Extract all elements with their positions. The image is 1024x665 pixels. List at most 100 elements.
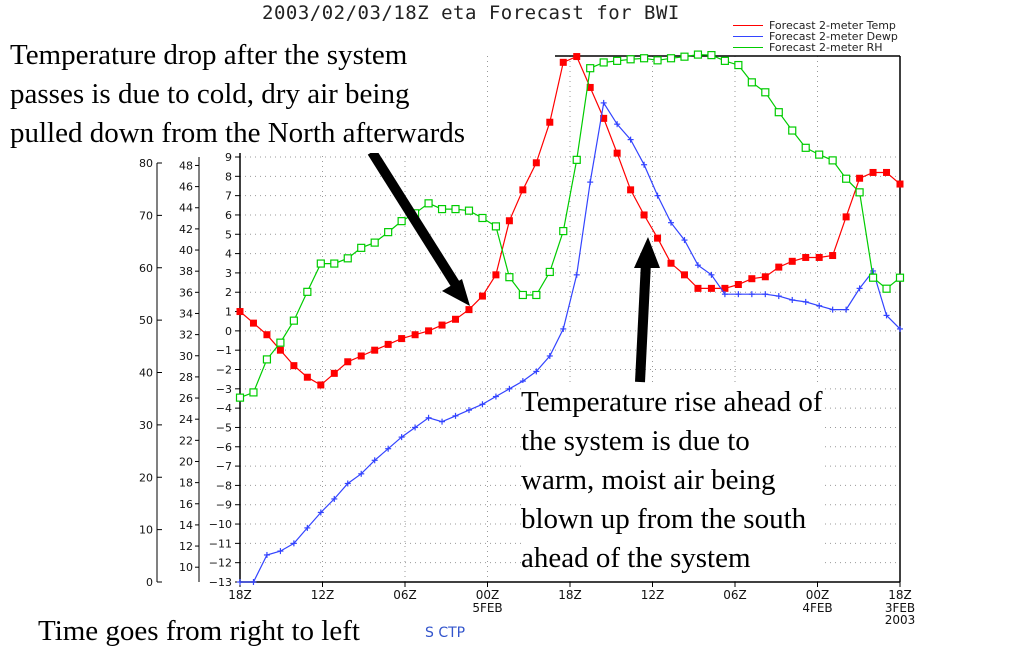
rh-point	[357, 243, 366, 252]
temp-point	[236, 308, 244, 316]
rh-tick-label: 10	[139, 524, 153, 537]
fahrenheit-tick-label: 30	[179, 350, 193, 363]
fahrenheit-tick-label: 42	[179, 223, 193, 236]
temp-point	[896, 180, 904, 188]
dewp-point	[317, 509, 324, 516]
dewp-point	[304, 524, 311, 531]
dewp-point	[506, 385, 513, 392]
rh-point	[734, 60, 743, 70]
rh-point	[316, 259, 325, 268]
rh-point	[815, 150, 824, 159]
rh-point	[384, 228, 393, 237]
dewp-point	[385, 445, 392, 452]
rh-point	[330, 259, 339, 268]
grid	[239, 56, 901, 583]
dewp-point	[721, 291, 728, 298]
rh-point	[882, 284, 891, 293]
x-tick-label: 00Z	[806, 588, 830, 602]
annotation-temperature-rise: Temperature rise ahead of the system is …	[521, 383, 823, 578]
dewp-point	[465, 407, 472, 414]
rh-point	[639, 54, 649, 63]
temp-point	[694, 284, 702, 292]
celsius-tick-label: 7	[225, 190, 232, 203]
fahrenheit-tick-label: 32	[179, 329, 193, 342]
dewp-point	[331, 495, 338, 502]
arrow-shaft-left	[367, 149, 464, 293]
rh-point	[693, 50, 703, 59]
fahrenheit-tick-label: 40	[179, 244, 193, 257]
legend-label-temp: Forecast 2-meter Temp	[769, 19, 896, 32]
temp-point	[802, 253, 810, 261]
fahrenheit-tick-label: 24	[179, 413, 193, 426]
celsius-tick-label: 5	[225, 228, 232, 241]
temp-point	[330, 369, 338, 377]
annotation-line: Temperature rise ahead of	[521, 386, 823, 418]
celsius-tick-label: −5	[216, 421, 232, 434]
time-direction-note: Time goes from right to left	[38, 615, 360, 647]
rh-point	[478, 213, 487, 223]
rh-point	[491, 222, 501, 231]
celsius-tick-label: 0	[225, 325, 232, 338]
rh-tick-label: 0	[146, 576, 153, 589]
dewp-point	[762, 291, 769, 298]
dewp-point	[237, 579, 243, 585]
dewp-point	[681, 237, 688, 244]
dewp-point	[533, 368, 540, 375]
x-tick-label: 12Z	[641, 588, 665, 602]
celsius-tick-label: −6	[216, 441, 232, 454]
annotation-line: warm, moist air being	[521, 464, 776, 496]
celsius-tick-label: 8	[225, 170, 232, 183]
rh-point	[545, 267, 554, 277]
celsius-tick-label: −9	[216, 499, 232, 512]
temp-point	[532, 159, 540, 167]
x-tick-sublabel: 2003	[885, 613, 916, 627]
dewp-point	[600, 99, 607, 106]
temp-point	[465, 306, 473, 314]
temp-point	[519, 186, 527, 194]
dewp-point	[897, 325, 903, 332]
dewp-point	[775, 293, 782, 300]
temp-point	[573, 53, 581, 61]
temp-point	[452, 315, 460, 323]
dewp-point	[398, 434, 405, 441]
celsius-tick-label: −13	[209, 576, 232, 589]
temp-point	[438, 321, 446, 329]
celsius-tick-label: 9	[225, 151, 232, 164]
temp-point	[842, 213, 850, 221]
rh-point	[747, 78, 756, 87]
series-line-1	[240, 101, 901, 583]
dewp-point	[290, 540, 297, 547]
temp-point	[317, 381, 325, 389]
axes: 0102030405060708010121416182022242628303…	[139, 151, 915, 627]
rh-point	[464, 206, 474, 215]
x-tick-sublabel: 4FEB	[802, 601, 832, 615]
chart-title: 2003/02/03/18Z eta Forecast for BWI	[262, 2, 680, 24]
arrowhead-left-icon	[442, 279, 470, 306]
dewp-point	[439, 418, 446, 425]
rh-point	[532, 290, 541, 300]
dewp-point	[654, 192, 661, 199]
temp-point	[371, 346, 379, 354]
temp-point	[788, 257, 796, 265]
rh-point	[397, 217, 406, 226]
legend-label-dewp: Forecast 2-meter Dewp	[769, 30, 898, 43]
temp-point	[680, 271, 688, 279]
rh-point	[666, 54, 676, 63]
rh-tick-label: 40	[139, 367, 153, 380]
rh-tick-label: 70	[139, 209, 153, 222]
legend-item-temp: Forecast 2-meter Temp	[733, 20, 898, 31]
dewp-point	[546, 352, 553, 359]
dewp-point	[425, 414, 432, 421]
rh-point	[842, 174, 851, 183]
temp-point	[411, 331, 419, 339]
celsius-tick-label: 6	[225, 209, 232, 222]
rh-point	[262, 355, 272, 364]
dewp-point	[829, 306, 836, 313]
temp-point	[357, 352, 365, 360]
temp-point	[775, 263, 783, 271]
x-tick-sublabel: 3FEB	[885, 601, 915, 615]
x-tick-label: 18Z	[228, 588, 252, 602]
rh-tick-label: 60	[139, 262, 153, 275]
rh-point	[559, 226, 568, 236]
annotation-temperature-drop: Temperature drop after the system passes…	[10, 36, 466, 153]
